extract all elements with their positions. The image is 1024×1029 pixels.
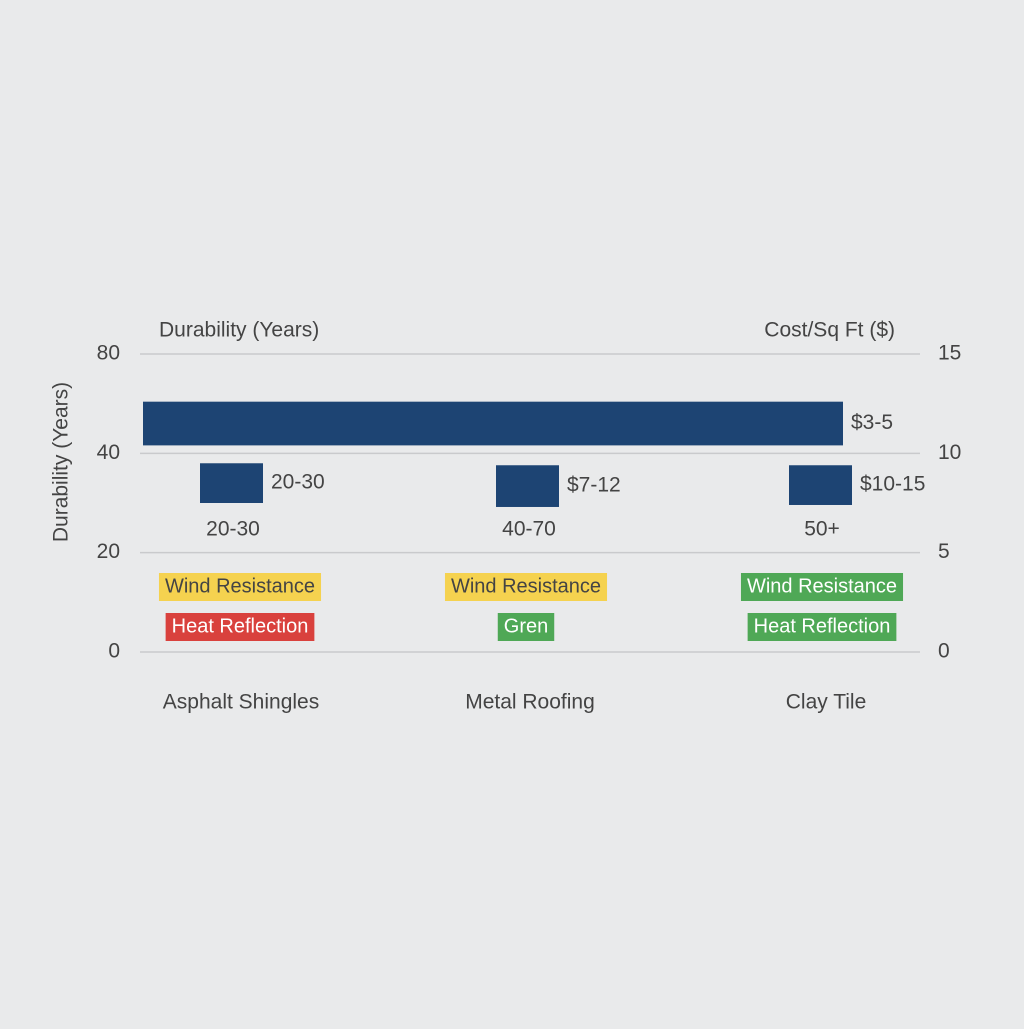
- tag: [740, 573, 904, 601]
- tag: [165, 613, 315, 641]
- tag: [158, 573, 322, 601]
- tag: [747, 613, 897, 641]
- durability-label: 20-30: [206, 518, 260, 541]
- y2-tick-label: 15: [938, 342, 961, 365]
- y2-tick-label: 0: [938, 640, 950, 663]
- bar: [789, 465, 852, 505]
- y2-tick-label: 10: [938, 441, 961, 464]
- y-tick-label: 80: [97, 342, 120, 365]
- x-tick-label: Clay Tile: [786, 691, 867, 714]
- bar-label: $10-15: [860, 473, 925, 496]
- y-axis-label: Durability (Years): [50, 382, 73, 542]
- tag-label: Wind Resistance: [747, 575, 897, 597]
- y-tick-label: 0: [108, 640, 120, 663]
- bar: [496, 465, 559, 507]
- bar-label: 20-30: [271, 471, 325, 494]
- right-axis-title: Cost/Sq Ft ($): [764, 319, 895, 342]
- banner-label: $3-5: [851, 411, 893, 434]
- y-tick-label: 40: [97, 441, 120, 464]
- tag-label: Gren: [504, 615, 548, 637]
- banner-bar: [143, 401, 843, 446]
- y2-tick-label: 5: [938, 540, 950, 563]
- tag-label: Heat Reflection: [172, 615, 309, 637]
- tag: [497, 613, 555, 641]
- tag-label: Wind Resistance: [165, 575, 315, 597]
- tag-label: Wind Resistance: [451, 575, 601, 597]
- bar: [200, 463, 263, 503]
- bar-label: $7-12: [567, 474, 621, 497]
- tag-label: Heat Reflection: [754, 615, 891, 637]
- x-tick-label: Metal Roofing: [465, 691, 595, 714]
- x-tick-label: Asphalt Shingles: [163, 691, 319, 714]
- y-tick-label: 20: [97, 540, 120, 563]
- left-axis-title: Durability (Years): [159, 319, 319, 342]
- tag: [444, 573, 608, 601]
- durability-label: 50+: [804, 518, 840, 541]
- durability-label: 40-70: [502, 518, 556, 541]
